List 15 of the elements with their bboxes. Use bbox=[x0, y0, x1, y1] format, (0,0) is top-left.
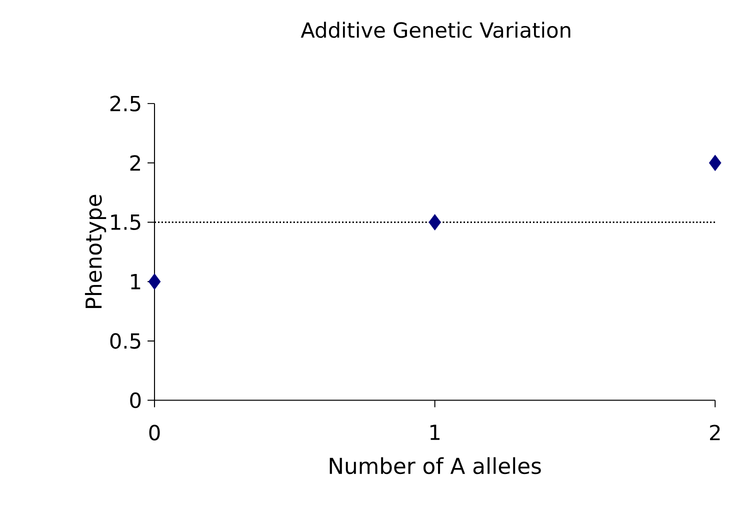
x-tick-label: 2 bbox=[710, 424, 720, 440]
y-tick-label: 0.5 bbox=[110, 333, 140, 349]
x-tick-label: 0 bbox=[149, 424, 160, 441]
y-tick-label: 0 bbox=[130, 392, 141, 408]
chart-title: Additive Genetic Variation bbox=[300, 22, 570, 38]
x-tick-label: 1 bbox=[430, 424, 440, 440]
y-tick-label: 2 bbox=[130, 155, 140, 171]
y-tick-label: 1.5 bbox=[111, 214, 140, 230]
x-axis-title: Number of A alleles bbox=[330, 457, 541, 474]
point bbox=[428, 214, 441, 231]
point bbox=[708, 154, 722, 172]
y-tick-label: 2.5 bbox=[110, 96, 140, 112]
y-axis-title: Phenotype bbox=[84, 194, 106, 308]
y-tick-label: 1 bbox=[131, 274, 140, 290]
point bbox=[148, 274, 161, 290]
